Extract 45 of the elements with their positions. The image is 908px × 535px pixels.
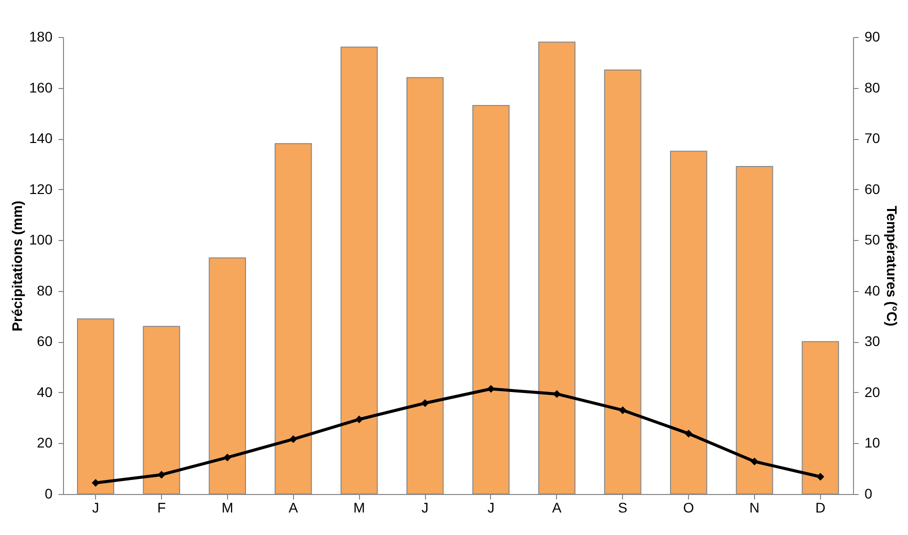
y2-tick-label: 40 [864, 282, 880, 298]
point [816, 472, 824, 481]
y2-tick-label: 30 [864, 333, 880, 350]
x-tick-label: J [487, 500, 494, 516]
point [92, 478, 100, 487]
y-tick-label: 0 [44, 486, 53, 502]
x-tick-label: S [618, 500, 628, 516]
y-tick-label: 100 [29, 232, 53, 248]
point [224, 454, 232, 462]
y-tick-label: 120 [29, 180, 53, 197]
x-tick-label: O [683, 500, 694, 516]
y2-tick-label: 90 [864, 28, 880, 44]
y2-tick-label: 10 [864, 434, 880, 451]
y-axis-title: Précipitations (mm) [9, 200, 26, 332]
point [684, 430, 692, 438]
y-tick-label: 40 [36, 384, 53, 400]
x-tick-label: M [353, 500, 366, 516]
point [487, 385, 495, 393]
y-tick-label: 180 [29, 28, 53, 44]
point [618, 406, 627, 414]
y2-tick-label: 80 [864, 79, 880, 96]
x-tick-label: F [157, 500, 166, 516]
point [421, 399, 429, 407]
y-tick-label: 80 [36, 282, 53, 298]
x-tick-label: M [222, 500, 234, 516]
x-tick-label: J [92, 500, 100, 516]
y-tick-label: 60 [36, 333, 53, 350]
x-tick-label: D [815, 500, 826, 516]
x-tick-label: A [288, 500, 299, 516]
point [750, 458, 758, 466]
x-tick-label: N [749, 500, 760, 516]
point [158, 470, 166, 479]
y-tick-label: 160 [29, 79, 53, 96]
y2-tick-label: 20 [864, 384, 880, 400]
y2-tick-label: 60 [864, 180, 880, 197]
y2-axis-title: Températures (°C) [884, 206, 900, 326]
y-tick-label: 20 [36, 434, 53, 451]
y2-tick-label: 0 [864, 486, 872, 502]
point [289, 435, 298, 444]
x-tick-label: J [422, 500, 429, 516]
x-tick-label: A [552, 500, 562, 516]
y-tick-label: 140 [29, 130, 53, 146]
y2-tick-label: 70 [864, 130, 880, 146]
y2-tick-label: 50 [864, 232, 880, 248]
point [355, 415, 364, 424]
